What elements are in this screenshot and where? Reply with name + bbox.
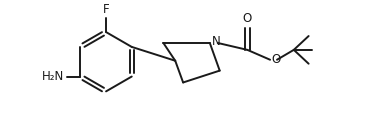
Text: N: N [212,36,220,48]
Text: O: O [243,12,252,25]
Text: F: F [103,3,109,16]
Text: H₂N: H₂N [42,70,64,83]
Text: O: O [271,53,280,66]
